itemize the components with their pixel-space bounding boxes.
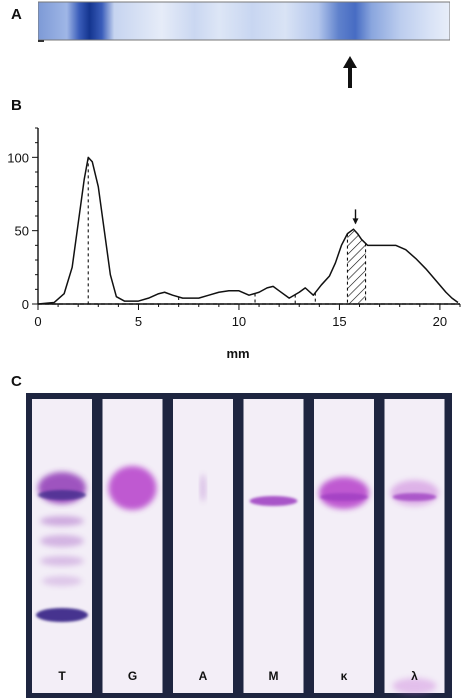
x-tick-label: 0	[34, 314, 41, 329]
y-tick-label: 0	[22, 297, 29, 312]
hatched-peak-area	[347, 229, 366, 304]
gel-lane-background	[243, 399, 304, 693]
lane-label: A	[199, 669, 208, 683]
y-tick-label: 50	[15, 224, 29, 239]
gel-lane-0: T	[32, 399, 92, 693]
y-tick-label: 100	[7, 150, 29, 165]
gel-band	[40, 556, 84, 566]
gel-band	[40, 535, 84, 547]
lane-label: κ	[341, 669, 348, 683]
chart-plot-area	[37, 156, 460, 305]
gel-band	[249, 496, 298, 506]
gel-band	[392, 678, 437, 694]
lane-label: G	[128, 669, 137, 683]
gel-frame	[26, 393, 452, 698]
x-tick-label: 20	[433, 314, 447, 329]
x-tick-label: 5	[135, 314, 142, 329]
gel-band	[320, 493, 368, 501]
panel-a-letter: A	[11, 6, 22, 23]
gel-lane-background	[102, 399, 163, 693]
gel-lane-3: M	[243, 399, 304, 693]
gel-band	[108, 466, 157, 510]
x-tick-label: 10	[232, 314, 246, 329]
gel-lane-background	[384, 399, 445, 693]
gel-lane-4: κ	[314, 399, 374, 693]
densitometry-series-line	[37, 156, 459, 305]
panel-b-letter: B	[11, 97, 22, 114]
x-tick-label: 15	[332, 314, 346, 329]
chart-axes: 0 5 10 15 20 0 50 100	[7, 127, 461, 329]
x-axis-label: mm	[226, 346, 249, 361]
gel-lane-background	[173, 399, 233, 693]
gel-band	[200, 474, 206, 502]
lane-label: T	[58, 669, 66, 683]
gel-lane-5: λ	[384, 399, 445, 694]
densitometry-chart: 0 5 10 15 20 0 50 100 mm	[7, 127, 461, 361]
electrophoresis-strip	[38, 1, 450, 42]
gel-lane-2: A	[173, 399, 233, 693]
gel-band	[36, 608, 88, 622]
gel-band	[40, 516, 84, 526]
gel-band	[42, 576, 82, 586]
lane-label: M	[269, 669, 279, 683]
gel-lane-background	[314, 399, 374, 693]
lane-label: λ	[411, 669, 418, 683]
gel-band	[38, 490, 86, 500]
gel-lane-1: G	[102, 399, 163, 693]
peak-arrow-head-icon	[352, 218, 359, 225]
gel-band	[392, 493, 437, 501]
band-arrow-icon	[343, 56, 357, 88]
panel-c-letter: C	[11, 373, 22, 390]
